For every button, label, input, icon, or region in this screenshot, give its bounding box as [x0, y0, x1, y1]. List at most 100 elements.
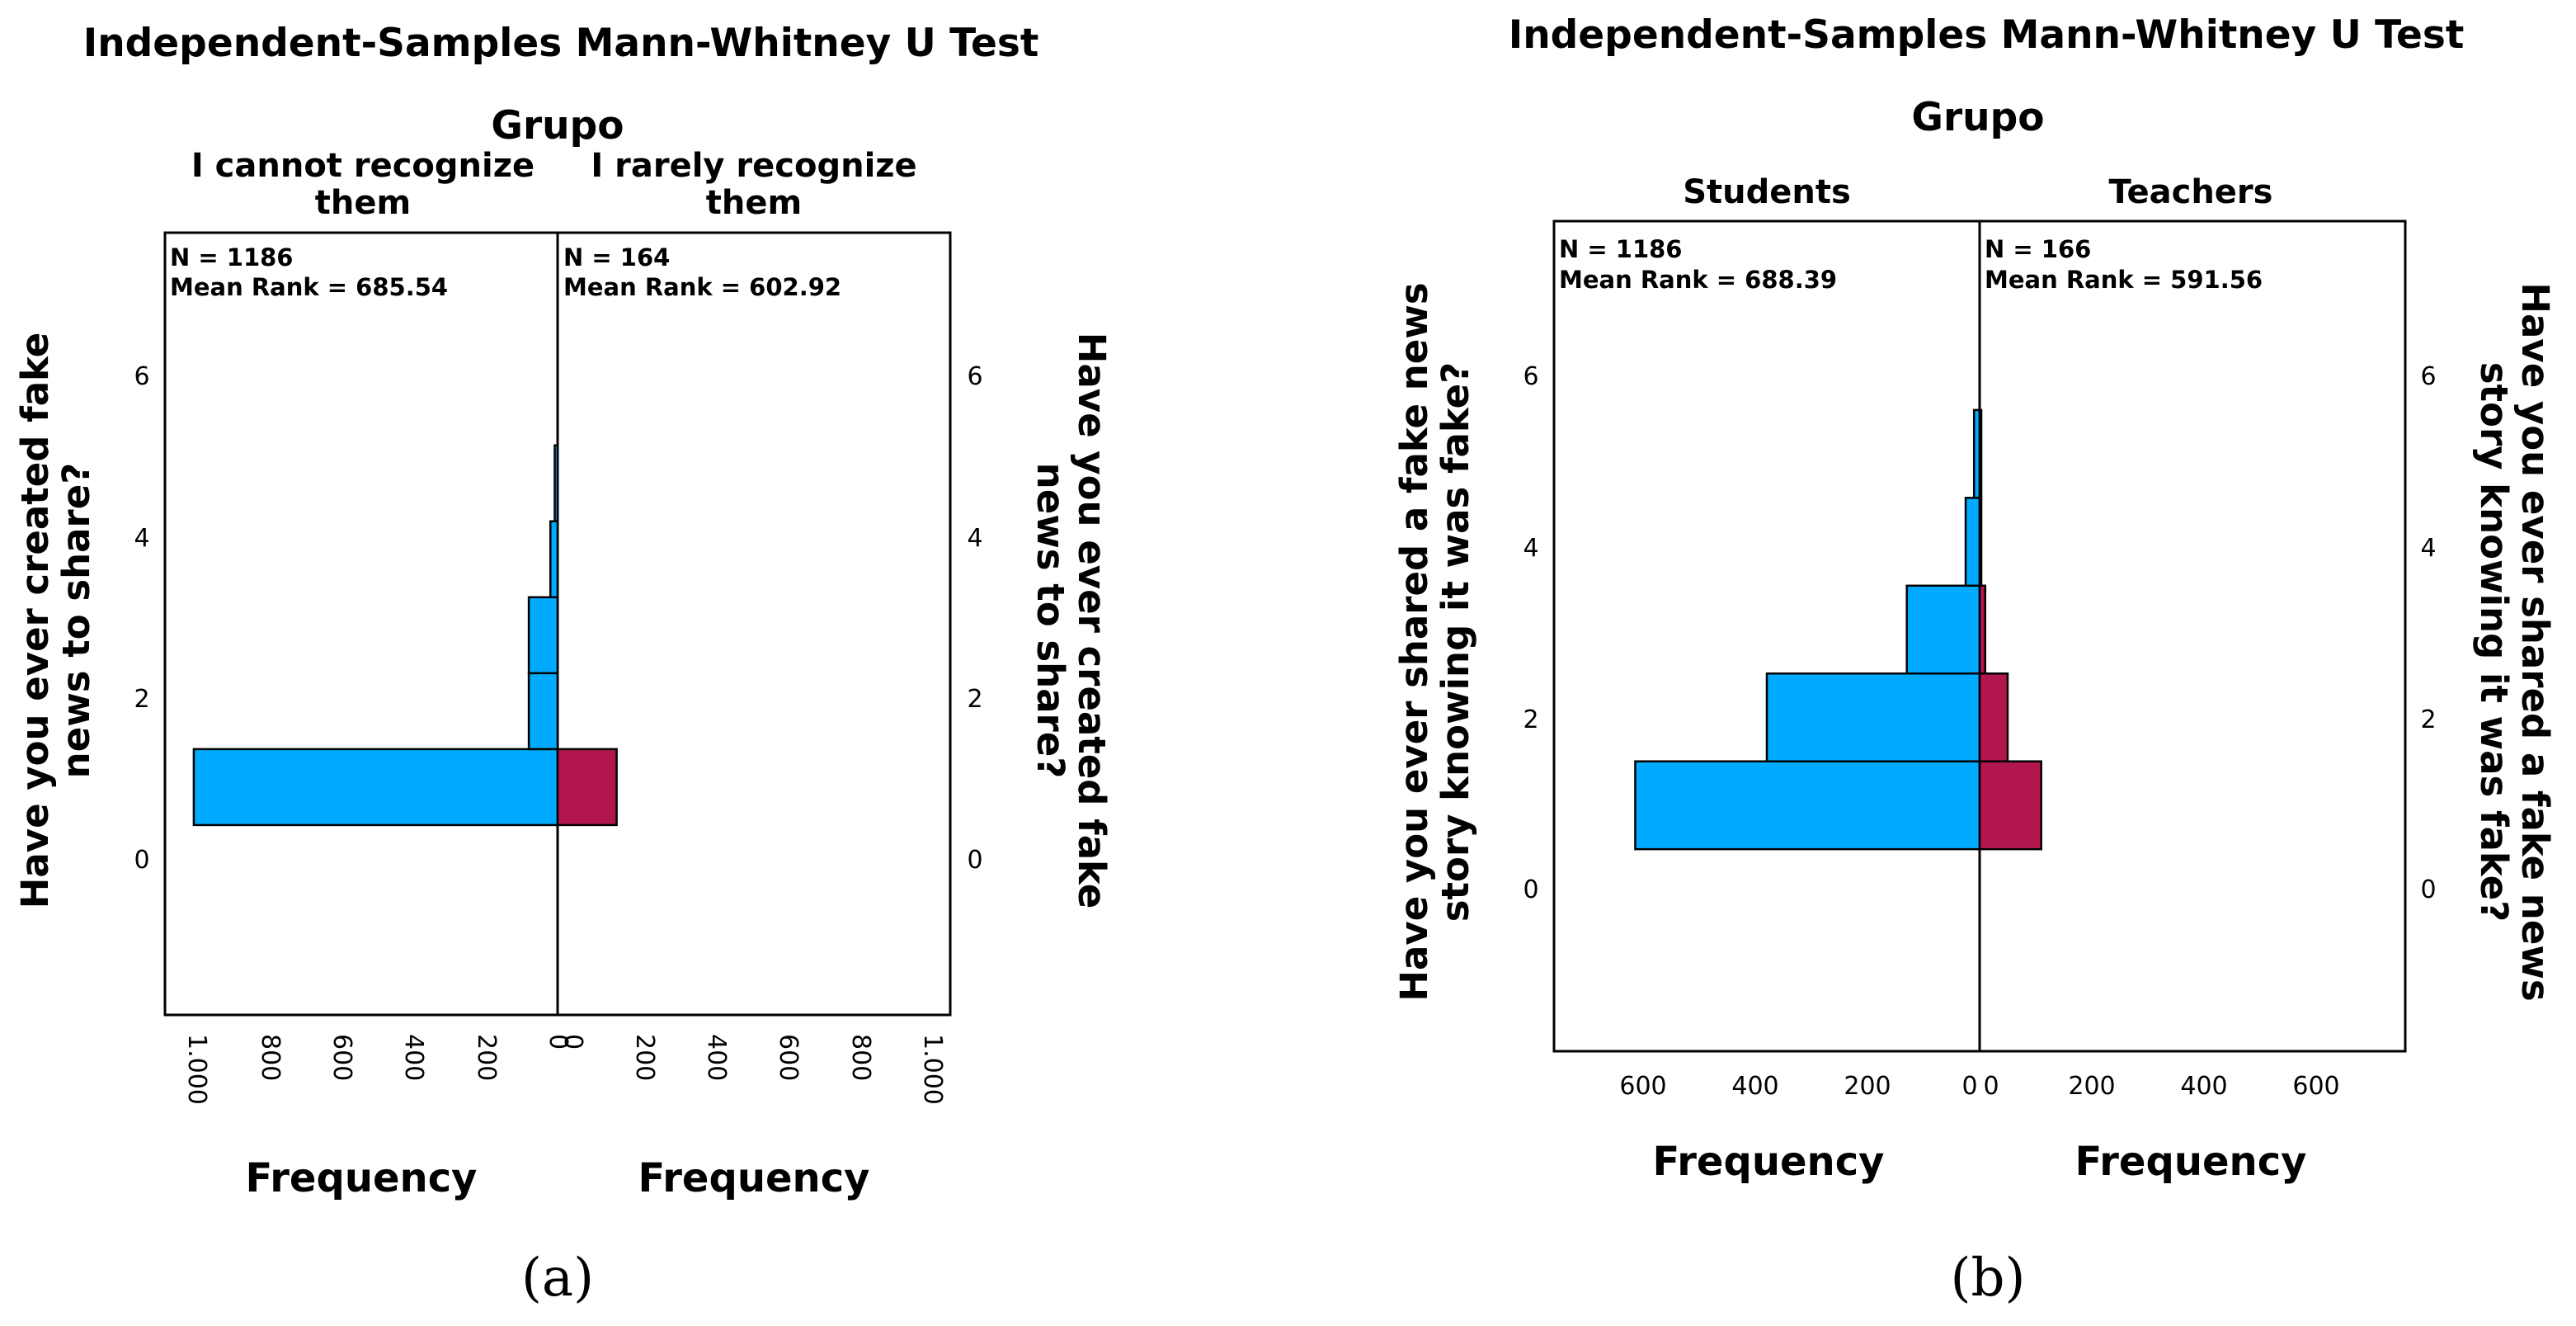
- bar-left-group: [1765, 672, 1981, 762]
- x-axis-label-right: Frequency: [2075, 1139, 2307, 1185]
- svg-text:news to share?: news to share?: [1029, 463, 1072, 779]
- svg-text:Have you ever created fake: Have you ever created fake: [1070, 333, 1114, 909]
- left-n-label: N = 1186: [170, 243, 293, 271]
- y-tick-left: 2: [134, 685, 149, 714]
- x-tick-left: 200: [472, 1034, 501, 1081]
- left-group-name: Students: [1683, 173, 1851, 211]
- bar-left-group: [192, 748, 559, 827]
- y-tick-right: 6: [967, 362, 982, 391]
- group-variable-label: Grupo: [1911, 95, 2044, 140]
- panel-label: (b): [1951, 1248, 2026, 1309]
- bars-left: [1634, 408, 1981, 851]
- left-mean-rank-label: Mean Rank = 685.54: [170, 273, 448, 301]
- right-group-name: them: [706, 184, 802, 222]
- y-axis-label-right: Have you ever shared a fake news story k…: [2472, 282, 2557, 1001]
- y-tick-left: 6: [134, 362, 149, 391]
- y-tick-right: 0: [967, 846, 982, 875]
- y-tick-right: 0: [2420, 875, 2436, 904]
- bar-right-group: [1978, 760, 2042, 851]
- x-tick-right: 400: [702, 1034, 731, 1081]
- right-n-label: N = 164: [563, 243, 670, 271]
- svg-text:800: 800: [256, 1034, 285, 1081]
- panel-b-chart: Independent-Samples Mann-Whitney U Test …: [1392, 12, 2557, 1309]
- left-mean-rank-label: Mean Rank = 688.39: [1559, 266, 1837, 294]
- svg-text:600: 600: [327, 1034, 356, 1081]
- svg-text:400: 400: [399, 1034, 428, 1081]
- x-tick-left: 600: [327, 1034, 356, 1081]
- y-tick-right: 4: [2420, 534, 2436, 563]
- svg-text:news to share?: news to share?: [54, 463, 98, 779]
- y-axis-label-left: Have you ever shared a fake news story k…: [1392, 282, 1477, 1001]
- bar-left-group: [1634, 760, 1981, 851]
- x-tick-right: 600: [2292, 1072, 2339, 1101]
- left-group-name: I cannot recognize: [191, 147, 535, 185]
- x-tick-left: 200: [1844, 1072, 1891, 1101]
- bar-right-group: [1978, 584, 1987, 675]
- right-n-label: N = 166: [1985, 235, 2091, 263]
- svg-text:story knowing it was fake?: story knowing it was fake?: [2472, 362, 2516, 922]
- left-plot-frame: [163, 231, 559, 1017]
- y-axis-label-right: Have you ever created fake news to share…: [1029, 333, 1114, 909]
- y-tick-left: 4: [1523, 534, 1538, 563]
- x-axis-label-left: Frequency: [246, 1155, 478, 1201]
- y-tick-left: 6: [1523, 362, 1538, 391]
- x-tick-left: 400: [399, 1034, 428, 1081]
- right-plot-frame: [1978, 219, 2407, 1053]
- x-axis-label-right: Frequency: [638, 1155, 870, 1201]
- y-tick-right: 2: [2420, 705, 2436, 734]
- y-tick-left: 0: [1523, 875, 1538, 904]
- svg-text:600: 600: [774, 1034, 803, 1081]
- svg-text:Have you ever shared a fake ne: Have you ever shared a fake news: [2513, 282, 2557, 1001]
- y-tick-right: 6: [2420, 362, 2436, 391]
- x-tick-right: 200: [630, 1034, 659, 1081]
- right-mean-rank-label: Mean Rank = 602.92: [563, 273, 841, 301]
- right-mean-rank-label: Mean Rank = 591.56: [1985, 266, 2263, 294]
- y-tick-left: 2: [1523, 705, 1538, 734]
- svg-text:0: 0: [558, 1034, 587, 1050]
- bar-left-group: [527, 672, 559, 751]
- bar-left-group: [549, 520, 559, 599]
- bars-right: [1978, 408, 2042, 851]
- y-tick-left: 0: [134, 846, 149, 875]
- bar-left-group: [527, 596, 559, 675]
- x-axis-label-left: Frequency: [1653, 1139, 1885, 1185]
- x-tick-right: 400: [2180, 1072, 2227, 1101]
- y-tick-left: 4: [134, 524, 149, 553]
- left-group-name: them: [315, 184, 411, 222]
- x-tick-right: 0: [558, 1034, 587, 1050]
- bar-left-group: [1905, 584, 1981, 675]
- x-tick-right: 200: [2068, 1072, 2115, 1101]
- x-tick-right: 1.000: [918, 1034, 947, 1105]
- chart-title: Independent-Samples Mann-Whitney U Test: [83, 21, 1039, 66]
- svg-text:1.000: 1.000: [918, 1034, 947, 1105]
- y-tick-right: 2: [967, 685, 982, 714]
- svg-text:story knowing it was fake?: story knowing it was fake?: [1434, 362, 1477, 922]
- right-plot-frame: [556, 231, 952, 1017]
- x-tick-right: 600: [774, 1034, 803, 1081]
- y-tick-right: 4: [967, 524, 982, 553]
- left-n-label: N = 1186: [1559, 235, 1682, 263]
- svg-text:200: 200: [630, 1034, 659, 1081]
- x-tick-left: 400: [1731, 1072, 1778, 1101]
- svg-text:800: 800: [846, 1034, 875, 1081]
- svg-text:Have you ever shared a fake ne: Have you ever shared a fake news: [1392, 282, 1436, 1001]
- x-tick-right: 0: [1983, 1072, 1999, 1101]
- panel-label: (a): [521, 1248, 594, 1309]
- right-group-name: I rarely recognize: [591, 147, 916, 185]
- bar-right-group: [1978, 672, 2009, 762]
- bars-left: [192, 444, 559, 827]
- svg-text:1.000: 1.000: [182, 1034, 211, 1105]
- svg-text:400: 400: [702, 1034, 731, 1081]
- bar-right-group: [1978, 497, 1983, 587]
- bar-right-group: [1978, 408, 1983, 499]
- bar-left-group: [1964, 497, 1981, 587]
- right-group-name: Teachers: [2109, 173, 2273, 211]
- panel-a-chart: Independent-Samples Mann-Whitney U Test …: [13, 21, 1114, 1309]
- x-tick-left: 600: [1619, 1072, 1666, 1101]
- svg-text:0: 0: [544, 1034, 572, 1050]
- bar-left-group: [553, 444, 559, 522]
- x-tick-right: 800: [846, 1034, 875, 1081]
- bars-right: [556, 748, 618, 827]
- bar-right-group: [556, 748, 618, 827]
